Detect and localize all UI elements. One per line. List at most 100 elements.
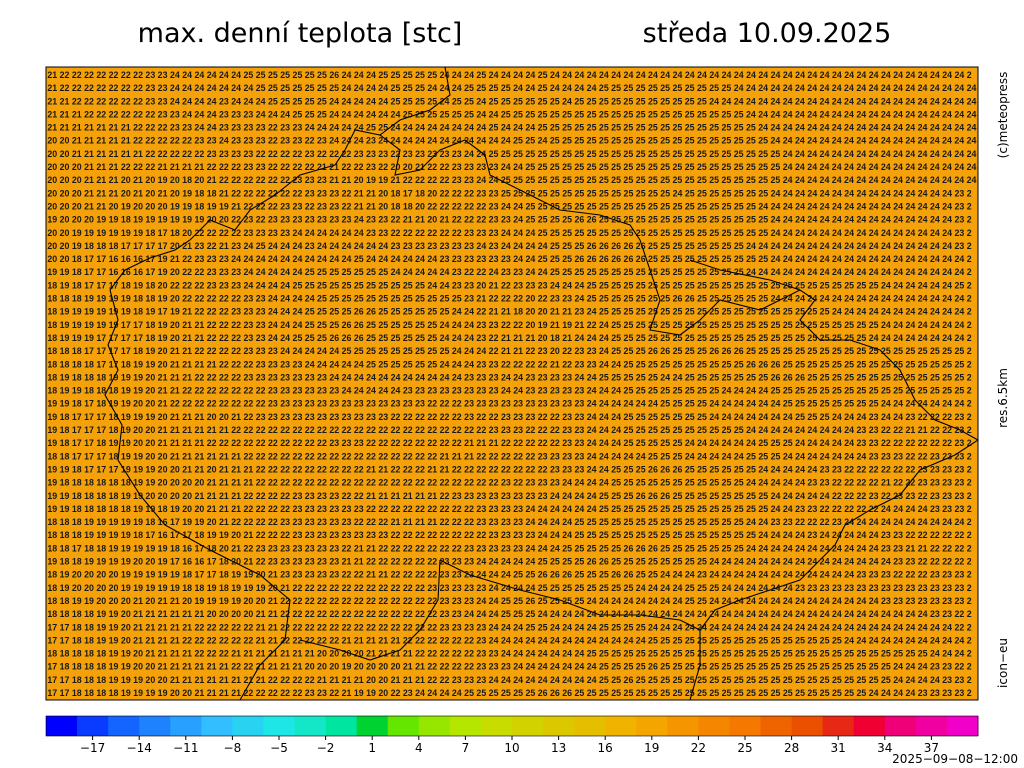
value-row: 9 20 20 19 19 19 19 19 19 18 17 18 20 22… bbox=[40, 228, 972, 238]
value-row: 0 20 20 20 21 21 21 20 21 20 19 20 18 20… bbox=[40, 175, 984, 185]
model: icon−eu bbox=[996, 638, 1010, 688]
border bbox=[104, 289, 291, 700]
value-row: 8 17 17 18 18 18 19 19 19 20 20 21 21 21… bbox=[40, 675, 972, 685]
colorbar-segment bbox=[915, 716, 948, 736]
colorbar-segment bbox=[480, 716, 513, 736]
colorbar-tick-label: 10 bbox=[504, 741, 519, 755]
value-row: 9 18 18 18 19 19 19 19 18 18 19 20 22 22… bbox=[40, 294, 972, 304]
value-row: 8 18 18 17 17 17 18 19 19 20 20 21 21 21… bbox=[40, 451, 972, 461]
colorbar-segment bbox=[139, 716, 171, 736]
colorbar-segment bbox=[760, 716, 793, 736]
value-row: 9 19 19 18 18 18 18 18 19 19 18 19 20 20… bbox=[40, 504, 972, 514]
value-row: 0 20 20 21 21 21 21 21 22 22 22 22 22 23… bbox=[40, 136, 984, 146]
value-row: 8 17 17 18 18 18 18 19 19 19 19 20 20 21… bbox=[40, 688, 972, 698]
value-row: 8 18 19 18 18 18 19 19 19 20 21 21 21 22… bbox=[40, 372, 972, 382]
colorbar-segment bbox=[46, 716, 78, 736]
border bbox=[109, 67, 451, 291]
colorbar-segment bbox=[294, 716, 327, 736]
colorbar-segment bbox=[263, 716, 296, 736]
colorbar-tick-label: 7 bbox=[462, 741, 470, 755]
value-row: 0 20 20 20 21 21 21 20 21 20 21 20 19 18… bbox=[40, 188, 972, 198]
colorbar-tick-label: −14 bbox=[127, 741, 152, 755]
colorbar-tick-label: 34 bbox=[877, 741, 892, 755]
colorbar-tick-label: 25 bbox=[737, 741, 752, 755]
colorbar-segment bbox=[605, 716, 637, 736]
value-row: 9 20 20 20 21 21 20 19 20 20 20 19 19 18… bbox=[40, 201, 972, 211]
colorbar-tick-label: 16 bbox=[598, 741, 613, 755]
value-row: 9 19 18 17 17 17 18 19 20 20 21 21 21 21… bbox=[40, 425, 972, 435]
colorbar-segment bbox=[387, 716, 420, 736]
colorbar-segment bbox=[170, 716, 202, 736]
colorbar-segment bbox=[449, 716, 482, 736]
colorbar-segment bbox=[791, 716, 824, 736]
colorbar-tick-label: 19 bbox=[644, 741, 659, 755]
colorbar-segment bbox=[356, 716, 389, 736]
value-row: 9 19 20 20 20 19 19 18 19 19 19 19 19 19… bbox=[40, 215, 972, 225]
value-row: 8 18 19 19 19 19 19 19 18 19 17 19 21 22… bbox=[40, 307, 972, 317]
colorbar-tick-label: 13 bbox=[551, 741, 566, 755]
value-row: 9 18 18 18 19 19 19 19 19 18 16 17 19 19… bbox=[40, 517, 972, 527]
value-row: 9 20 20 19 18 18 18 17 17 17 17 20 21 23… bbox=[40, 241, 972, 251]
colorbar-tick-label: −11 bbox=[173, 741, 198, 755]
value-row: 9 19 18 17 17 17 18 19 19 19 20 21 21 21… bbox=[40, 412, 972, 422]
timestamp: 2025−09−08−12:00 bbox=[892, 752, 1018, 766]
colorbar-tick-label: 37 bbox=[924, 741, 939, 755]
value-row: 8 18 19 19 18 18 18 19 19 20 21 21 22 22… bbox=[40, 386, 972, 396]
borders bbox=[104, 67, 978, 700]
value-row: 9 20 20 18 17 17 16 16 16 17 19 21 22 23… bbox=[40, 254, 972, 264]
value-row: 8 17 18 18 18 18 19 19 20 20 21 21 21 21… bbox=[40, 662, 972, 672]
colorbar-segment bbox=[853, 716, 886, 736]
value-row: 7 17 17 18 18 19 19 20 21 21 21 21 21 22… bbox=[40, 622, 972, 632]
value-row: 8 18 19 19 19 19 19 17 17 18 19 20 21 21… bbox=[40, 320, 972, 330]
value-row: 8 18 19 19 19 17 17 17 17 18 19 20 21 21… bbox=[40, 333, 972, 343]
value-grid: 1 21 22 22 22 22 22 22 22 23 23 24 24 24… bbox=[40, 70, 984, 698]
map-title: max. denní teplota [stc] bbox=[138, 18, 463, 49]
map-background bbox=[46, 67, 978, 700]
value-row: 7 17 17 18 18 19 19 20 21 21 21 21 22 22… bbox=[40, 635, 972, 645]
colorbar-segment bbox=[232, 716, 264, 736]
colorbar-segment bbox=[325, 716, 358, 736]
value-row: 0 20 20 20 21 21 21 22 22 22 21 21 21 21… bbox=[40, 162, 984, 172]
colorbar-segment bbox=[543, 716, 575, 736]
resolution: res.6.5km bbox=[996, 368, 1010, 428]
value-row: 1 21 22 22 22 22 22 22 22 23 23 24 24 24… bbox=[40, 83, 984, 93]
colorbar-tick-label: −2 bbox=[317, 741, 335, 755]
value-row: 9 19 19 18 17 17 16 16 16 17 19 20 22 22… bbox=[40, 267, 972, 277]
value-row: 9 19 19 18 17 17 17 19 19 19 20 20 21 21… bbox=[40, 464, 972, 474]
value-row: 0 21 21 21 22 22 22 22 22 22 23 23 24 24… bbox=[40, 109, 984, 119]
colorbar-segment bbox=[108, 716, 140, 736]
value-row: 7 18 18 18 17 17 17 17 18 19 20 21 21 22… bbox=[40, 346, 972, 356]
value-row: 9 19 18 17 17 18 19 19 20 20 21 21 21 21… bbox=[40, 438, 972, 448]
value-row: 0 20 20 21 21 21 21 21 21 22 22 22 22 22… bbox=[40, 149, 984, 159]
border bbox=[299, 559, 441, 661]
colorbar-tick-label: 28 bbox=[784, 741, 799, 755]
colorbar-tick-label: −8 bbox=[224, 741, 242, 755]
value-row: 8 18 18 18 18 17 17 18 19 19 20 21 21 21… bbox=[40, 359, 972, 369]
colorbar-segment bbox=[667, 716, 699, 736]
colorbar-segment bbox=[946, 716, 979, 736]
border bbox=[689, 259, 801, 291]
value-row: 7 18 18 18 18 19 19 20 21 21 21 21 21 21… bbox=[40, 609, 972, 619]
colorbar-tick-label: 31 bbox=[831, 741, 846, 755]
value-row: 9 18 19 18 17 17 17 18 19 18 20 22 22 22… bbox=[40, 280, 972, 290]
colorbar-segment bbox=[822, 716, 855, 736]
copyright: (c)meteopress bbox=[996, 72, 1010, 159]
value-row: 0 21 21 21 21 21 21 21 22 22 22 23 23 24… bbox=[40, 123, 984, 133]
colorbar-segment bbox=[512, 716, 544, 736]
value-row: 8 19 19 18 17 18 19 19 20 20 21 22 22 22… bbox=[40, 399, 972, 409]
colorbar-segment bbox=[636, 716, 668, 736]
value-row: 8 18 19 20 20 20 20 19 19 19 19 19 18 17… bbox=[40, 570, 972, 580]
colorbar: −17 −14 −11 −8 −5 −2 1 4 7 10 13 16 19 22 25 28 31 34 37 bbox=[45, 715, 979, 755]
value-row: 8 18 18 19 19 20 20 20 21 20 21 21 20 19… bbox=[40, 596, 972, 606]
colorbar-tick-label: 4 bbox=[415, 741, 423, 755]
value-row: 1 21 21 22 22 22 22 22 22 23 23 24 24 24… bbox=[40, 96, 984, 106]
map-frame bbox=[45, 66, 979, 701]
map-date: středa 10.09.2025 bbox=[643, 18, 892, 49]
colorbar-segment bbox=[77, 716, 109, 736]
colorbar-tick-label: 1 bbox=[368, 741, 376, 755]
value-row: 7 18 18 18 18 18 19 19 20 21 21 21 21 22… bbox=[40, 649, 972, 659]
border bbox=[379, 134, 978, 441]
border bbox=[439, 559, 701, 631]
colorbar-segment bbox=[884, 716, 917, 736]
